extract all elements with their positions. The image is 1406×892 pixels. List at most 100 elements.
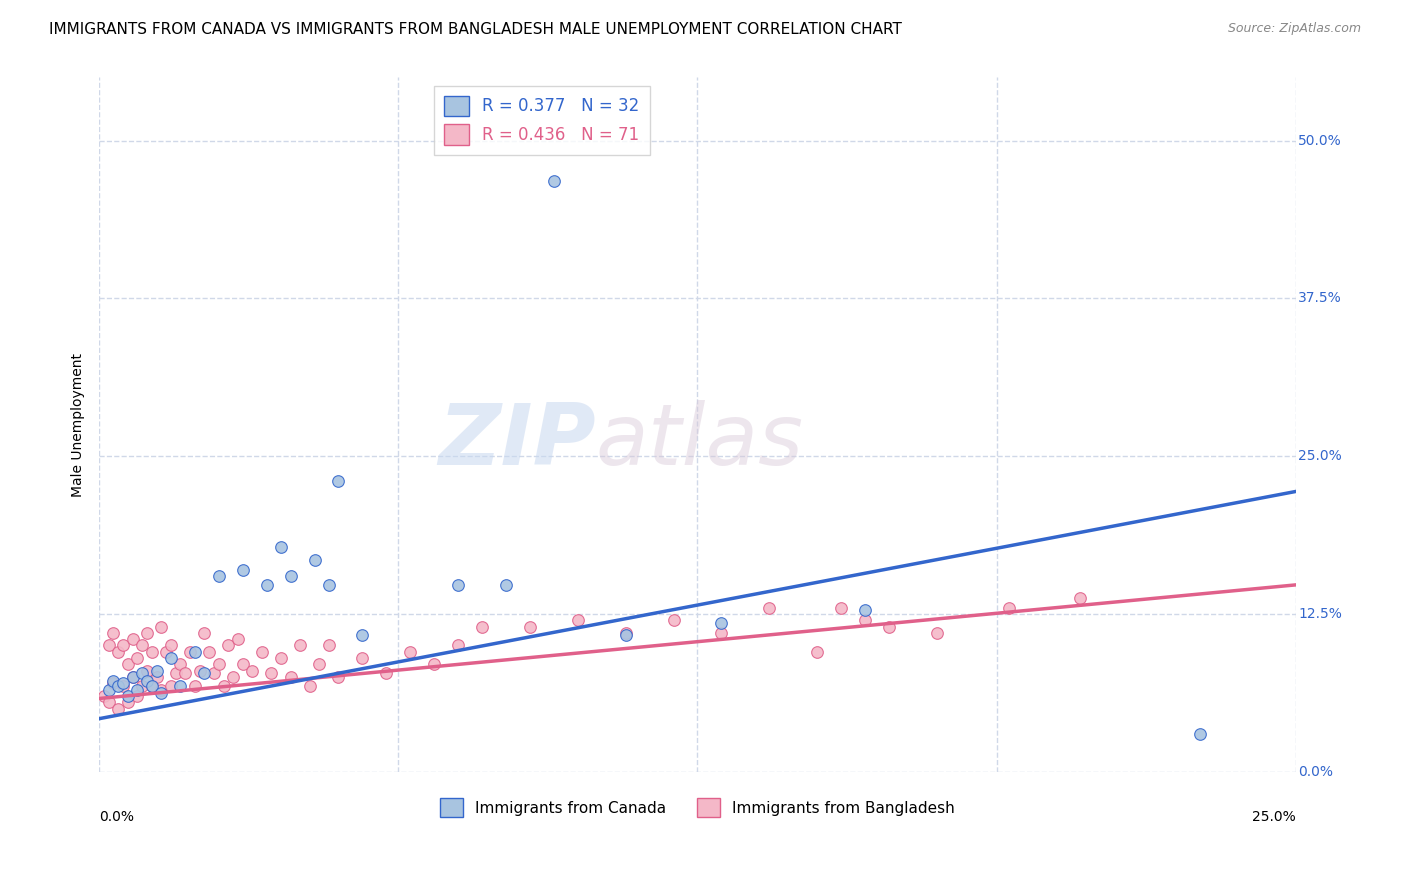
Point <box>270 651 292 665</box>
Point <box>662 613 685 627</box>
Point <box>853 613 876 627</box>
Point <box>208 657 231 672</box>
Point <box>226 632 249 647</box>
Point <box>193 625 215 640</box>
Point <box>495 578 517 592</box>
Point <box>208 569 231 583</box>
Point <box>150 686 173 700</box>
Point <box>169 657 191 672</box>
Point <box>758 600 780 615</box>
Point <box>136 673 159 688</box>
Point <box>131 639 153 653</box>
Point <box>103 625 125 640</box>
Point <box>160 679 183 693</box>
Point <box>121 670 143 684</box>
Point <box>280 670 302 684</box>
Point <box>107 645 129 659</box>
Point <box>174 666 197 681</box>
Point <box>447 639 470 653</box>
Text: IMMIGRANTS FROM CANADA VS IMMIGRANTS FROM BANGLADESH MALE UNEMPLOYMENT CORRELATI: IMMIGRANTS FROM CANADA VS IMMIGRANTS FRO… <box>49 22 903 37</box>
Point <box>806 645 828 659</box>
Point <box>117 695 139 709</box>
Point <box>184 679 207 693</box>
Point <box>399 645 422 659</box>
Point <box>567 613 589 627</box>
Text: 0.0%: 0.0% <box>1298 764 1333 779</box>
Point <box>121 632 143 647</box>
Point <box>232 563 254 577</box>
Point <box>97 639 120 653</box>
Point <box>614 628 637 642</box>
Point <box>352 628 374 642</box>
Point <box>107 701 129 715</box>
Point <box>212 679 235 693</box>
Point <box>112 679 135 693</box>
Point <box>240 664 263 678</box>
Point <box>614 625 637 640</box>
Point <box>250 645 273 659</box>
Point <box>1188 727 1211 741</box>
Point <box>131 679 153 693</box>
Point <box>270 540 292 554</box>
Point <box>121 670 143 684</box>
Point <box>188 664 211 678</box>
Point <box>925 625 948 640</box>
Text: 12.5%: 12.5% <box>1298 607 1341 621</box>
Point <box>97 695 120 709</box>
Point <box>519 619 541 633</box>
Point <box>375 666 398 681</box>
Point <box>318 578 340 592</box>
Point <box>117 657 139 672</box>
Point <box>97 682 120 697</box>
Point <box>830 600 852 615</box>
Point <box>710 625 733 640</box>
Point <box>145 664 167 678</box>
Point <box>141 679 163 693</box>
Point <box>304 552 326 566</box>
Point <box>308 657 330 672</box>
Text: Source: ZipAtlas.com: Source: ZipAtlas.com <box>1227 22 1361 36</box>
Point <box>184 645 207 659</box>
Text: 25.0%: 25.0% <box>1251 810 1296 824</box>
Point <box>328 670 350 684</box>
Point <box>169 679 191 693</box>
Text: atlas: atlas <box>596 401 804 483</box>
Text: ZIP: ZIP <box>439 401 596 483</box>
Point <box>543 174 565 188</box>
Point <box>160 639 183 653</box>
Point <box>423 657 446 672</box>
Point <box>217 639 239 653</box>
Point <box>131 666 153 681</box>
Point <box>280 569 302 583</box>
Point <box>997 600 1019 615</box>
Point <box>112 639 135 653</box>
Text: 25.0%: 25.0% <box>1298 450 1341 463</box>
Point <box>160 651 183 665</box>
Point <box>127 651 149 665</box>
Text: 50.0%: 50.0% <box>1298 134 1341 147</box>
Point <box>145 670 167 684</box>
Point <box>150 619 173 633</box>
Point <box>318 639 340 653</box>
Point <box>256 578 278 592</box>
Legend: Immigrants from Canada, Immigrants from Bangladesh: Immigrants from Canada, Immigrants from … <box>434 792 960 823</box>
Point <box>179 645 201 659</box>
Point <box>222 670 245 684</box>
Point <box>141 679 163 693</box>
Point <box>150 682 173 697</box>
Point <box>103 676 125 690</box>
Point <box>198 645 221 659</box>
Point <box>136 664 159 678</box>
Point <box>260 666 283 681</box>
Point <box>447 578 470 592</box>
Point <box>103 673 125 688</box>
Y-axis label: Male Unemployment: Male Unemployment <box>72 352 86 497</box>
Point <box>107 679 129 693</box>
Point <box>232 657 254 672</box>
Text: 0.0%: 0.0% <box>100 810 134 824</box>
Point <box>877 619 900 633</box>
Point <box>471 619 494 633</box>
Point <box>202 666 225 681</box>
Point <box>127 682 149 697</box>
Point <box>127 689 149 703</box>
